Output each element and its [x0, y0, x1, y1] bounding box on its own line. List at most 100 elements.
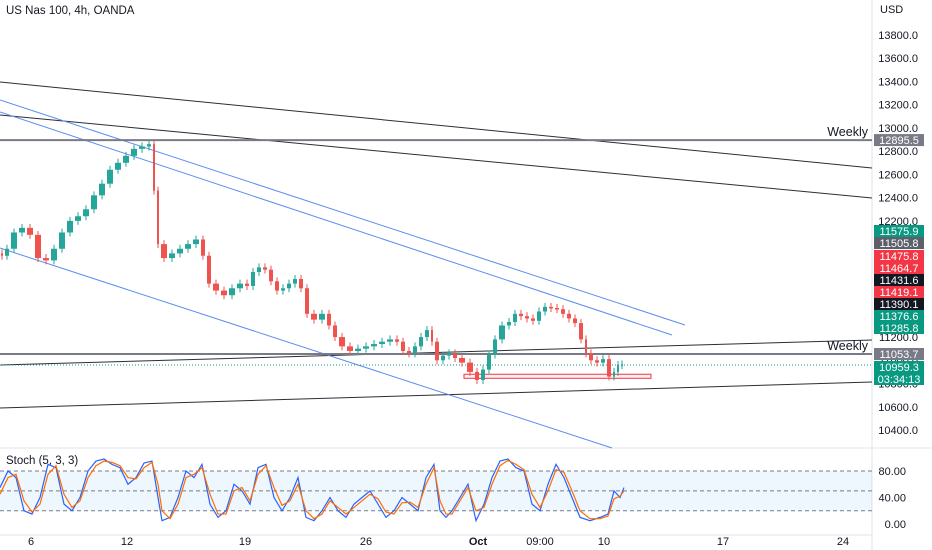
candle-body	[543, 306, 547, 312]
price-tag: 11285.8	[880, 323, 919, 335]
candle-body	[123, 155, 129, 163]
price-tag-bg	[874, 361, 924, 373]
weekly-level-label: Weekly	[827, 125, 869, 139]
candle-body	[157, 190, 159, 245]
price-tick-label: 10400.0	[878, 425, 918, 437]
stoch-tick-label: 80.00	[878, 466, 906, 478]
candle-body	[305, 288, 309, 314]
candle-body	[27, 227, 33, 235]
price-tag: 11464.7	[880, 263, 919, 275]
candle-body	[245, 283, 249, 286]
candle-body	[561, 309, 565, 314]
candle-body	[263, 267, 267, 270]
stoch-d-line	[0, 459, 625, 520]
candle-body	[293, 278, 297, 284]
candle-body	[67, 220, 73, 233]
price-tag: 11505.8	[880, 238, 919, 250]
support-zone	[463, 373, 652, 379]
candle-body	[147, 144, 151, 147]
candle-body	[257, 267, 261, 272]
channel-line	[0, 111, 673, 336]
price-tag-bg	[874, 262, 924, 274]
candle-body	[177, 248, 183, 254]
time-tick-label: 17	[717, 536, 729, 548]
currency-label: USD	[880, 4, 903, 16]
candle-body	[51, 248, 57, 261]
candle-body	[59, 232, 65, 249]
chart-title: US Nas 100, 4h, OANDA	[6, 5, 135, 17]
candle-body	[319, 313, 325, 320]
price-tag-bg	[874, 298, 924, 310]
candle-body	[275, 281, 279, 291]
time-tick-label: Oct	[469, 536, 488, 548]
price-tag-bg	[874, 225, 924, 237]
candle-body	[435, 341, 439, 361]
candle-body	[467, 362, 473, 372]
candle-body	[363, 346, 369, 349]
price-tag-bg	[874, 286, 924, 298]
candle-body	[419, 337, 423, 347]
candle-body	[99, 183, 105, 196]
candle-body	[555, 308, 559, 310]
candle-body	[5, 248, 9, 256]
candle-body	[519, 313, 523, 317]
price-tag: 12895.5	[879, 135, 919, 147]
candle-body	[579, 323, 583, 340]
candle-body	[35, 234, 41, 259]
price-tick-label: 12800.0	[878, 146, 918, 158]
price-tag: 11419.1	[880, 287, 919, 299]
candle-body	[475, 371, 479, 381]
candle-body	[379, 341, 385, 345]
candle-body	[139, 146, 145, 149]
channel-line	[0, 99, 686, 326]
trendline	[0, 114, 873, 199]
price-tick-label: 13800.0	[878, 30, 918, 42]
trendline	[0, 81, 873, 169]
price-tick-label: 12600.0	[878, 169, 918, 181]
candle-body	[169, 253, 175, 259]
candle-body	[229, 288, 235, 296]
candle-body	[453, 353, 457, 358]
time-tick-label: 6	[28, 536, 34, 548]
candle-body	[407, 351, 411, 354]
candle-body	[269, 269, 273, 282]
candle-body	[607, 359, 611, 377]
price-tag: 03:34:13	[878, 374, 921, 386]
candle-body	[339, 337, 345, 347]
candle-body	[347, 346, 353, 351]
candle-body	[185, 244, 191, 249]
price-tag: 11431.6	[880, 275, 919, 287]
candle-body	[281, 288, 285, 291]
candle-body	[371, 344, 377, 347]
stoch-title: Stoch (5, 3, 3)	[6, 455, 79, 467]
candle-body	[333, 325, 337, 338]
price-tag-bg	[874, 322, 924, 334]
candle-body	[459, 357, 465, 363]
candle-body	[201, 239, 205, 256]
candle-body	[251, 272, 255, 286]
candle-body	[525, 316, 529, 319]
price-tick-label: 13200.0	[878, 100, 918, 112]
candle-body	[11, 232, 17, 249]
candle-body	[387, 339, 393, 342]
candle-body	[213, 283, 219, 291]
candle-body	[567, 313, 571, 319]
channel-line	[0, 247, 613, 449]
stoch-k-line	[0, 458, 625, 523]
candle-body	[601, 359, 605, 363]
price-tick-label: 12400.0	[878, 193, 918, 205]
candle-body	[617, 364, 619, 372]
candle-body	[287, 283, 291, 289]
price-tag: 11390.1	[880, 299, 919, 311]
price-tag: 11575.9	[880, 226, 919, 238]
stoch-tick-label: 40.00	[878, 493, 906, 505]
candle-body	[193, 239, 199, 245]
price-tag-bg	[874, 310, 924, 322]
candle-body	[43, 258, 49, 261]
candle-body	[355, 348, 361, 351]
price-tag-bg	[874, 274, 924, 286]
candle-body	[487, 354, 491, 370]
candle-body	[299, 278, 303, 289]
candle-body	[431, 330, 433, 342]
